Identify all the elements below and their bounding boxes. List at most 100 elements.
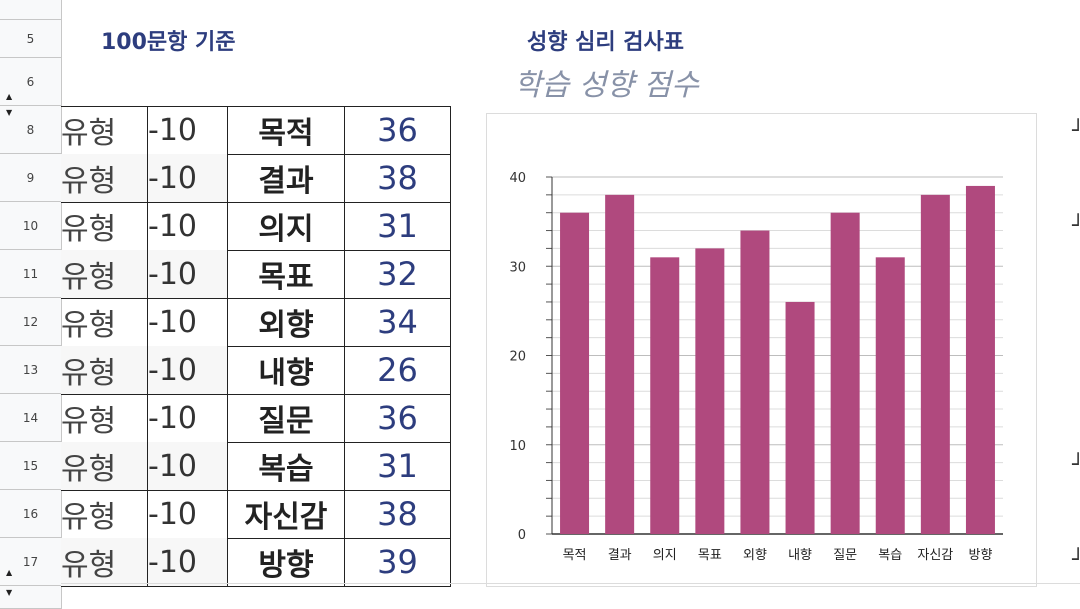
row-header-15[interactable]: 15 — [0, 442, 61, 490]
cell-type[interactable]: 유형 — [61, 346, 147, 394]
cell-range[interactable]: -10 — [147, 154, 227, 202]
cell-score[interactable]: 32 — [344, 250, 451, 298]
row-header-16[interactable]: 16 — [0, 490, 61, 538]
cell-type[interactable]: 유형 — [61, 212, 117, 247]
x-tick-label: 내향 — [788, 548, 812, 563]
table-row: 유형 -10 목표 32 — [61, 250, 451, 299]
cell-item[interactable]: 결과 — [227, 154, 344, 202]
cell-item[interactable]: 목표 — [227, 250, 344, 298]
row-header-13[interactable]: 13 — [0, 346, 61, 394]
bar-내향 — [785, 301, 815, 534]
bar-방향 — [965, 185, 995, 535]
table-row: 유형 -10 결과 38 — [61, 154, 451, 203]
cell-score[interactable]: 36 — [344, 394, 451, 442]
cell-item[interactable]: 목적 — [227, 106, 344, 154]
x-tick-label: 질문 — [833, 548, 857, 563]
row-header-14[interactable]: 14 — [0, 394, 61, 442]
table-row: 유형 -10 외향 34 — [61, 298, 451, 347]
edge-glyph: ┘ — [1072, 213, 1080, 237]
cell-item[interactable]: 복습 — [227, 442, 344, 490]
expand-down-icon[interactable]: ▼ — [6, 108, 13, 117]
bar-복습 — [875, 257, 905, 534]
row-header-17-label: 17 — [22, 554, 39, 569]
bar-의지 — [650, 257, 680, 534]
row-header-5[interactable]: 5 — [0, 20, 61, 58]
cell-range[interactable]: -10 — [147, 346, 227, 394]
cell-item[interactable]: 의지 — [227, 202, 344, 250]
cell-range[interactable]: -10 — [147, 106, 227, 154]
cell-type[interactable]: 유형 — [61, 154, 147, 202]
cell-item[interactable]: 방향 — [227, 538, 344, 586]
edge-glyph: ┘ — [1072, 118, 1080, 142]
cell-score[interactable]: 26 — [344, 346, 451, 394]
x-tick-label: 복습 — [878, 548, 902, 563]
row-header-10[interactable]: 10 — [0, 202, 61, 250]
bar-자신감 — [920, 194, 950, 534]
cell-item[interactable]: 질문 — [227, 394, 344, 442]
row-header-6[interactable]: 6 ▲ — [0, 58, 61, 106]
cell-score[interactable]: 31 — [344, 442, 451, 490]
edge-glyph: ┘ — [1072, 547, 1080, 571]
cell-type[interactable]: 유형 — [61, 250, 147, 298]
row-header-partial[interactable] — [0, 0, 61, 20]
bar-외향 — [740, 230, 770, 535]
cell-score[interactable]: 36 — [344, 106, 451, 154]
row-header-8-label: 8 — [26, 122, 35, 137]
cell-score[interactable]: 31 — [344, 202, 451, 250]
row-header-18[interactable]: ▼ — [0, 586, 61, 609]
grid-line — [61, 583, 1080, 584]
cell-type[interactable]: 유형 — [61, 538, 147, 586]
cell-type[interactable]: 유형 — [61, 116, 117, 151]
y-tick-label: 0 — [518, 528, 526, 543]
table-row: 유형 -10 복습 31 — [61, 442, 451, 491]
bar-목표 — [695, 248, 725, 534]
table-row: 유형 -10 자신감 38 — [61, 490, 451, 539]
row-header-8[interactable]: 8 ▼ — [0, 106, 61, 154]
cell-range[interactable]: -10 — [147, 394, 227, 442]
row-header-17[interactable]: 17 ▲ — [0, 538, 61, 586]
bar-chart: 0 10 20 30 40 목적 결과 의지 목표 외향 내향 질문 복습 자신감 방향 — [509, 171, 1003, 563]
cell-score[interactable]: 38 — [344, 154, 451, 202]
x-tick-label: 방향 — [968, 548, 992, 563]
cell-score[interactable]: 38 — [344, 490, 451, 538]
y-tick-label: 20 — [509, 350, 526, 365]
cell-range[interactable]: -10 — [147, 250, 227, 298]
cell-range[interactable]: -10 — [147, 538, 227, 586]
heading-test-sheet: 성향 심리 검사표 — [527, 30, 684, 55]
x-tick-label: 목적 — [563, 548, 587, 563]
cell-score[interactable]: 39 — [344, 538, 451, 586]
row-header-9[interactable]: 9 — [0, 154, 61, 202]
cell-item[interactable]: 자신감 — [227, 490, 344, 538]
row-header-column: 5 6 ▲ 8 ▼ 9 10 11 12 13 14 15 16 17 ▲ ▼ — [0, 0, 62, 609]
cell-item[interactable]: 외향 — [227, 298, 344, 346]
cell-score[interactable]: 34 — [344, 298, 451, 346]
table-row: 유형 -10 목적 36 — [61, 106, 451, 155]
cell-type[interactable]: 유형 — [61, 500, 117, 535]
table-row: 유형 -10 방향 39 — [61, 538, 451, 587]
table-row: 유형 -10 질문 36 — [61, 394, 451, 443]
x-tick-label: 자신감 — [917, 548, 953, 563]
bar-목적 — [560, 212, 590, 534]
x-tick-label: 의지 — [653, 548, 677, 563]
chart-card[interactable]: 0 10 20 30 40 목적 결과 의지 목표 외향 내향 질문 복습 자신감 방향 — [486, 113, 1037, 587]
cell-range[interactable]: -10 — [147, 442, 227, 490]
cell-type[interactable]: 유형 — [61, 442, 147, 490]
x-tick-label: 목표 — [698, 548, 722, 563]
heading-chart-title: 학습 성향 점수 — [514, 68, 699, 103]
cell-item[interactable]: 내향 — [227, 346, 344, 394]
expand-up-icon[interactable]: ▲ — [6, 568, 13, 577]
cell-range[interactable]: -10 — [147, 490, 227, 538]
cell-type[interactable]: 유형 — [61, 308, 117, 343]
edge-glyph: ┘ — [1072, 452, 1080, 476]
cell-range[interactable]: -10 — [147, 298, 227, 346]
expand-up-icon[interactable]: ▲ — [6, 92, 13, 101]
cell-range[interactable]: -10 — [147, 202, 227, 250]
row-header-12[interactable]: 12 — [0, 298, 61, 346]
heading-question-basis: 100문항 기준 — [101, 30, 236, 55]
bar-질문 — [830, 212, 860, 534]
row-header-6-label: 6 — [26, 74, 35, 89]
expand-down-icon[interactable]: ▼ — [6, 588, 13, 597]
cell-type[interactable]: 유형 — [61, 404, 117, 439]
y-tick-label: 10 — [509, 439, 526, 454]
row-header-11[interactable]: 11 — [0, 250, 61, 298]
